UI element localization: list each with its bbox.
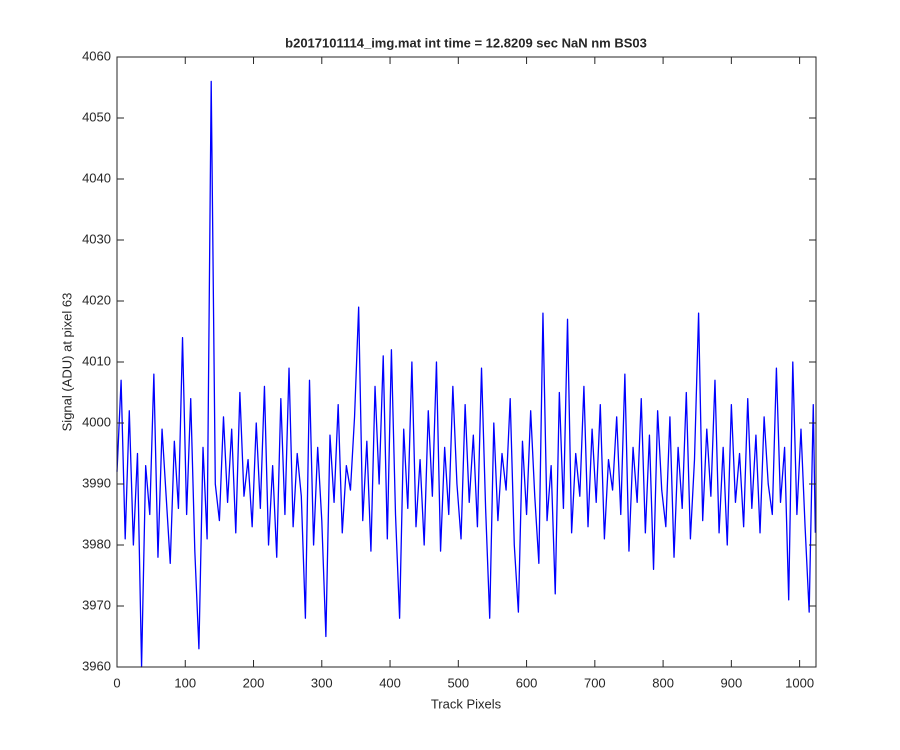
y-tick-label: 3990: [82, 475, 111, 490]
x-axis-label: Track Pixels: [431, 696, 502, 711]
x-tick-label: 100: [174, 675, 196, 690]
y-tick-label: 4000: [82, 414, 111, 429]
y-tick-label: 4060: [82, 48, 111, 63]
x-tick-label: 300: [311, 675, 333, 690]
x-tick-label: 600: [516, 675, 538, 690]
x-tick-label: 800: [652, 675, 674, 690]
y-tick-label: 4010: [82, 353, 111, 368]
x-tick-label: 900: [721, 675, 743, 690]
x-tick-label: 0: [113, 675, 120, 690]
y-tick-label: 3980: [82, 536, 111, 551]
y-tick-label: 3970: [82, 597, 111, 612]
y-tick-label: 4020: [82, 292, 111, 307]
x-tick-label: 400: [379, 675, 401, 690]
y-tick-label: 4030: [82, 231, 111, 246]
y-tick-label: 4050: [82, 109, 111, 124]
x-tick-label: 1000: [785, 675, 814, 690]
y-tick-label: 3960: [82, 658, 111, 673]
chart-title: b2017101114_img.mat int time = 12.8209 s…: [285, 35, 647, 50]
y-tick-label: 4040: [82, 170, 111, 185]
x-tick-label: 200: [243, 675, 265, 690]
data-line: [116, 80, 816, 668]
y-axis-label: Signal (ADU) at pixel 63: [59, 293, 74, 432]
x-tick-label: 500: [447, 675, 469, 690]
x-tick-label: 700: [584, 675, 606, 690]
